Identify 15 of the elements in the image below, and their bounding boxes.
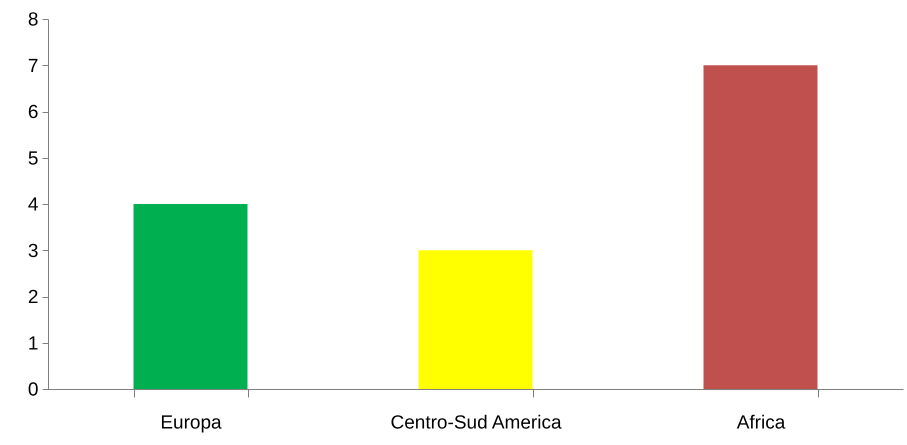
y-tick-label: 7 [28, 56, 38, 77]
y-tick-label: 5 [28, 148, 38, 170]
bar [418, 250, 532, 389]
y-tick-label: 2 [28, 287, 38, 308]
y-tick-label: 0 [28, 380, 38, 400]
x-tick-label: Europa [160, 412, 222, 434]
y-tick-label: 6 [28, 102, 38, 123]
bar [134, 204, 248, 389]
bar [704, 65, 818, 389]
y-tick-label: 1 [28, 333, 38, 354]
y-tick-label: 4 [28, 194, 39, 216]
x-tick-label: Centro-Sud America [390, 412, 562, 434]
y-tick-label: 3 [28, 240, 38, 262]
x-tick-label: Africa [736, 412, 786, 434]
y-tick-label: 8 [28, 10, 38, 30]
